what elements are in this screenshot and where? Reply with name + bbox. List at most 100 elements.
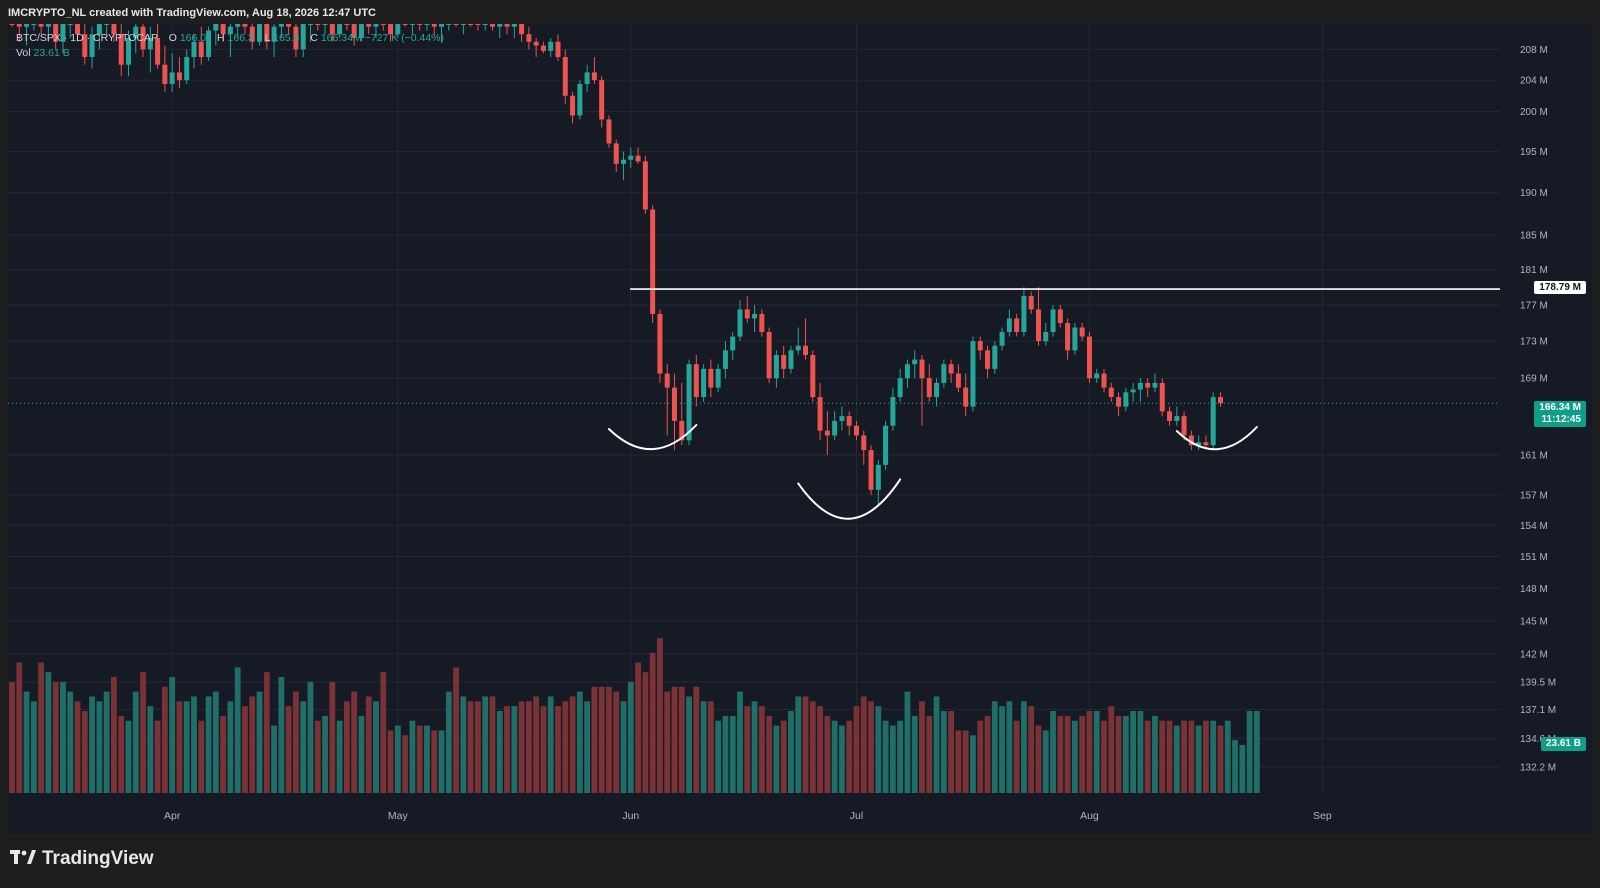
volume-bar [220, 715, 227, 808]
candle-body [919, 359, 925, 379]
candle-body [1137, 382, 1143, 390]
volume-bar [788, 711, 794, 808]
candle-body [213, 24, 219, 31]
candle-body [1196, 442, 1202, 446]
volume-bar [234, 667, 241, 808]
volume-bar [1115, 715, 1122, 808]
volume-bar [1042, 730, 1049, 808]
candle-body [992, 345, 998, 369]
volume-bar [722, 715, 729, 808]
high-label: H [217, 32, 225, 44]
candle-body [679, 420, 685, 441]
x-tick-label: Apr [164, 810, 181, 822]
last-price-value: 166.34 M [1539, 402, 1581, 413]
candle-body [606, 119, 612, 144]
candle-body [82, 34, 88, 58]
volume-bar [285, 706, 292, 808]
volume-bar [839, 725, 845, 808]
volume-bar [911, 715, 918, 808]
volume-bar [1210, 720, 1217, 808]
candle-body [853, 425, 859, 436]
candle-body [227, 26, 233, 35]
volume-bar [489, 696, 496, 808]
y-tick-label: 190 M [1520, 188, 1548, 199]
volume-bar [897, 720, 904, 808]
volume-bar [649, 652, 656, 808]
candle-body [584, 72, 590, 85]
candle-body [351, 24, 357, 39]
y-tick-label: 142 M [1520, 649, 1548, 660]
candle-body [67, 24, 73, 25]
candle-body [147, 38, 153, 50]
axes: 208 M 204 M 200 M 195 M 190 M 185 M 181 M 177 M… [8, 24, 1592, 833]
y-tick-label: 200 M [1520, 107, 1548, 118]
candle-body [75, 24, 81, 35]
volume-bar [111, 677, 117, 808]
volume-bar [613, 691, 620, 808]
tradingview-logo[interactable]: TradingView [10, 848, 154, 870]
high-value: 166.3 [227, 32, 254, 44]
volume-bar [1021, 701, 1027, 808]
volume-bar [1028, 706, 1035, 808]
candle-body [475, 24, 481, 25]
open-label: O [168, 32, 177, 44]
volume-bar [409, 720, 416, 808]
volume-bar [467, 701, 474, 808]
candle-body [293, 26, 299, 50]
volume-bar [977, 720, 984, 808]
volume-bar [416, 725, 423, 808]
volume-bar [1203, 720, 1209, 808]
volume-bar [343, 701, 350, 808]
candle-body [701, 368, 707, 398]
candle-body [635, 155, 641, 162]
candle-body [890, 397, 896, 426]
candle-body [89, 34, 95, 58]
candle-body [271, 26, 277, 42]
candle-body [388, 24, 394, 35]
volume-bar [678, 686, 685, 808]
candle-body [562, 57, 568, 96]
volume-bar [1253, 711, 1260, 808]
candle-body [155, 38, 161, 65]
y-tick-label: 134.6 M [1520, 734, 1556, 745]
candle-body [1217, 397, 1223, 404]
volume-bar [212, 691, 219, 808]
volume-bar [161, 686, 168, 808]
candle-body [60, 24, 66, 42]
candle-body [439, 24, 445, 27]
symbol-legend[interactable]: BTC/SPX · 1D · CRYPTOCAP O 166.0 H 166.3… [16, 31, 444, 61]
y-tick-label: 151 M [1520, 552, 1548, 563]
volume-label[interactable]: Vol [16, 47, 31, 59]
candle-body [1174, 416, 1180, 421]
grid-lines [8, 24, 1500, 793]
candle-body [373, 24, 379, 27]
candle-body [300, 24, 306, 50]
y-tick-label: 181 M [1520, 265, 1548, 276]
volume-bar [67, 691, 74, 808]
price-axis [1500, 24, 1592, 833]
candle-body [257, 24, 263, 42]
symbol-label[interactable]: BTC/SPX · 1D · CRYPTOCAP [16, 32, 158, 44]
volume-bar [970, 735, 976, 808]
candle-body [380, 24, 386, 25]
price-chart[interactable]: 208 M 204 M 200 M 195 M 190 M 185 M 181 M 177 M… [0, 0, 1600, 833]
volume-bar [919, 701, 925, 808]
volume-bar [809, 701, 816, 808]
candle-body [628, 155, 634, 160]
candle-body [963, 387, 969, 407]
volume-bar [671, 686, 678, 808]
candle-body [489, 24, 495, 27]
close-label: C [310, 32, 318, 44]
volume-bar [1195, 725, 1202, 808]
volume-bar [263, 672, 270, 808]
candle-body [752, 313, 758, 319]
volume-bar [1137, 711, 1144, 808]
candle-body [24, 24, 30, 27]
candle-body [773, 354, 779, 379]
candle-body [621, 159, 627, 164]
candle-body [358, 24, 364, 39]
volume-bar [1108, 706, 1115, 808]
volume-bar [154, 720, 161, 808]
candle-body [424, 24, 430, 25]
candle-body [286, 24, 292, 27]
